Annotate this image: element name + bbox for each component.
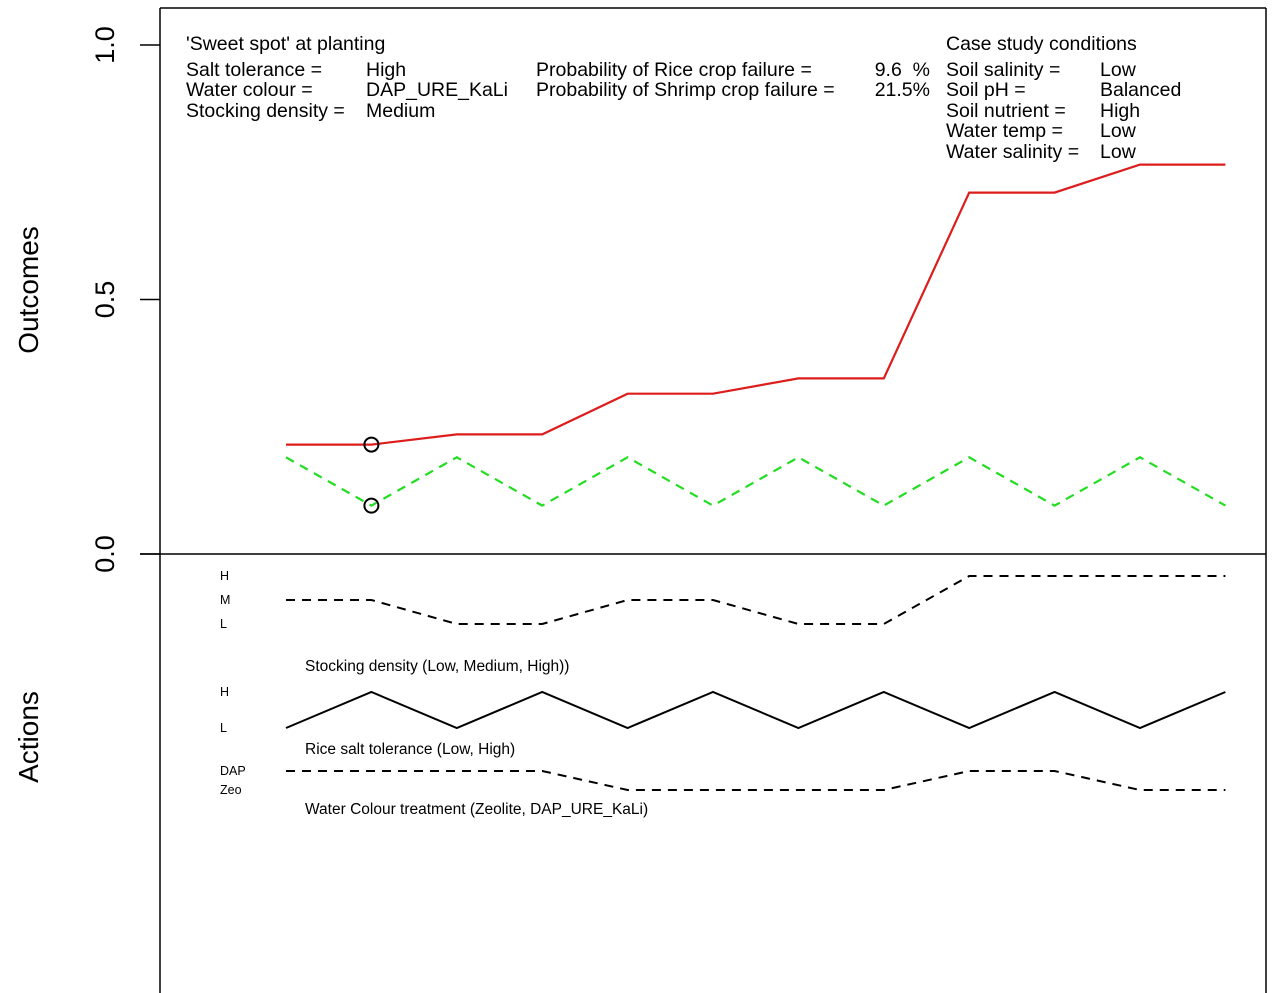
y-axis-label-outcomes: Outcomes	[13, 226, 44, 354]
y-axis-label-actions: Actions	[13, 691, 44, 783]
sweet-spot-value: DAP_URE_KaLi	[366, 79, 508, 101]
probability-annotation: Probability of Rice crop failure = 9.6 %…	[536, 59, 930, 101]
action-line-stocking	[286, 575, 1226, 625]
sweet-spot-label: Stocking density =	[186, 100, 345, 122]
y-tick-label: 1.0	[90, 26, 120, 64]
action-level-label: H	[220, 685, 229, 699]
outcome-series	[285, 163, 1226, 507]
sweet-spot-label: Water colour =	[186, 79, 313, 101]
case-study-label: Soil salinity =	[946, 59, 1060, 81]
action-level-label: L	[220, 617, 227, 631]
sweet-spot-annotation: 'Sweet spot' at planting Salt tolerance …	[186, 33, 508, 122]
action-line-water	[286, 770, 1226, 791]
case-study-label: Soil pH =	[946, 79, 1026, 101]
y-axis-ticks: 0.0 0.5 1.0	[90, 26, 160, 573]
action-level-label: H	[220, 569, 229, 583]
action-level-label: Zeo	[220, 783, 242, 797]
case-study-value: Low	[1100, 120, 1137, 142]
probability-label: Probability of Shrimp crop failure =	[536, 79, 835, 101]
probability-label: Probability of Rice crop failure =	[536, 59, 812, 81]
action-title: Water Colour treatment (Zeolite, DAP_URE…	[305, 801, 648, 818]
probability-value: 9.6 %	[875, 59, 930, 81]
case-study-label: Water salinity =	[946, 141, 1079, 163]
action-title: Rice salt tolerance (Low, High)	[305, 741, 515, 758]
case-study-label: Water temp =	[946, 120, 1063, 142]
case-study-value: Low	[1100, 141, 1137, 163]
case-study-value: Low	[1100, 59, 1137, 81]
action-title: Stocking density (Low, Medium, High))	[305, 658, 569, 675]
y-tick-label: 0.0	[90, 535, 120, 573]
action-level-label: M	[220, 593, 230, 607]
action-level-label: DAP	[220, 764, 246, 778]
series-line-rice	[286, 163, 1226, 446]
case-study-value: High	[1100, 100, 1140, 122]
y-tick-label: 0.5	[90, 281, 120, 319]
sweet-spot-value: Medium	[366, 100, 435, 122]
action-level-label: L	[220, 721, 227, 735]
sweet-spot-label: Salt tolerance =	[186, 59, 322, 81]
sweet-spot-value: High	[366, 59, 406, 81]
sweet-spot-marker	[363, 436, 380, 453]
case-study-annotation: Case study conditions Soil salinity = Lo…	[946, 33, 1181, 163]
sweet-spot-marker	[363, 497, 380, 514]
action-line-salt	[285, 690, 1226, 730]
probability-value: 21.5%	[875, 79, 930, 101]
series-line-shrimp	[285, 456, 1226, 507]
case-study-label: Soil nutrient =	[946, 100, 1066, 122]
case-study-value: Balanced	[1100, 79, 1181, 101]
case-study-heading: Case study conditions	[946, 33, 1137, 55]
sweet-spot-markers	[363, 436, 380, 514]
sweet-spot-heading: 'Sweet spot' at planting	[186, 33, 385, 55]
